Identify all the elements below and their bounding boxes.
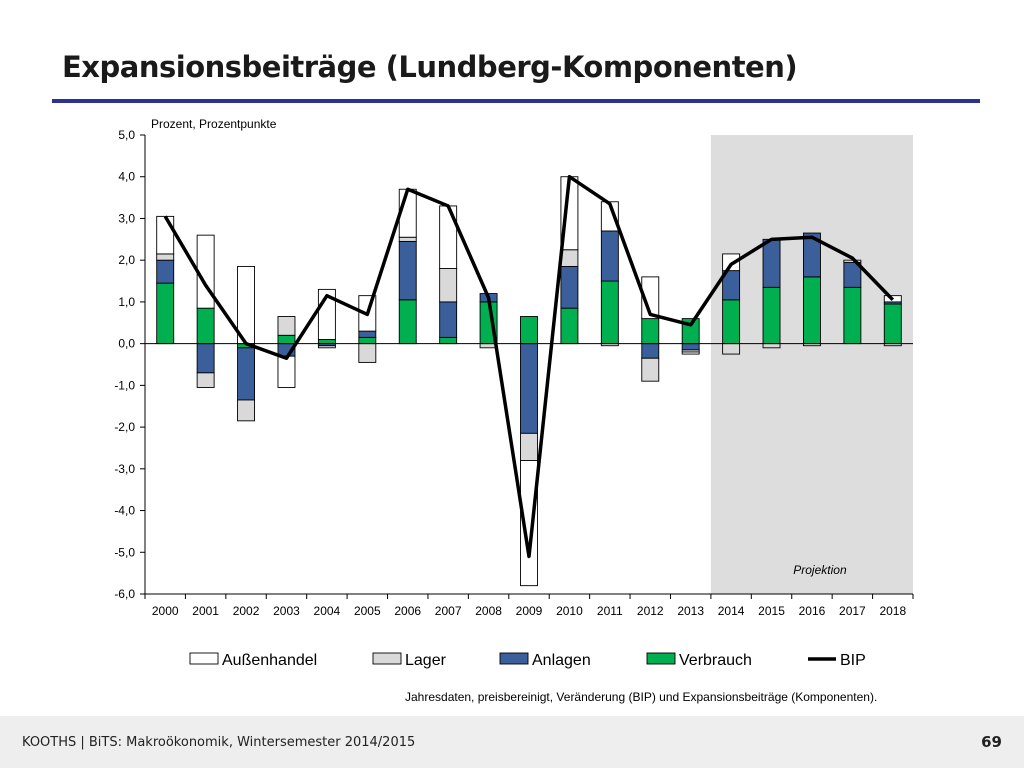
bar-anlagen <box>520 343 538 434</box>
x-tick-label: 2005 <box>354 604 381 618</box>
bar-lager <box>520 432 538 461</box>
y-tick-label: 1,0 <box>118 295 135 309</box>
y-tick-label: -4,0 <box>114 504 135 518</box>
legend-swatch-aussenhandel <box>189 652 219 665</box>
bar-lager <box>196 372 215 388</box>
bar-verbrauch <box>600 280 619 345</box>
bar-lager <box>237 399 256 422</box>
bar-verbrauch <box>762 286 781 345</box>
y-tick-label: -3,0 <box>114 462 135 476</box>
page-number: 69 <box>981 733 1002 751</box>
bar-verbrauch <box>722 299 741 345</box>
footer-text: KOOTHS | BiTS: Makroökonomik, Winterseme… <box>22 735 416 750</box>
x-tick-label: 2000 <box>152 604 179 618</box>
bar-verbrauch <box>439 336 458 345</box>
y-tick-label: 5,0 <box>118 128 135 142</box>
bar-aussenhandel <box>641 276 660 320</box>
bip-line <box>163 174 895 559</box>
bar-anlagen <box>600 230 619 282</box>
bar-verbrauch <box>802 276 821 345</box>
x-tick-label: 2008 <box>475 604 502 618</box>
x-tick-label: 2002 <box>233 604 260 618</box>
bar-verbrauch <box>520 316 538 345</box>
legend-label-anlagen: Anlagen <box>532 652 591 669</box>
bar-lager <box>641 357 660 382</box>
title-rule <box>52 99 980 103</box>
x-tick-label: 2015 <box>758 604 785 618</box>
bar-lager <box>277 316 296 336</box>
bar-aussenhandel <box>277 355 296 388</box>
y-tick-label: 0,0 <box>118 337 135 351</box>
legend-swatch-verbrauch <box>646 652 676 665</box>
bar-anlagen <box>237 347 256 401</box>
x-tick-label: 2010 <box>556 604 583 618</box>
chart-note: Jahresdaten, preisbereinigt, Veränderung… <box>405 690 877 704</box>
x-tick-label: 2013 <box>677 604 704 618</box>
x-tick-label: 2011 <box>597 604 623 618</box>
x-tick-label: 2018 <box>879 604 906 618</box>
bar-verbrauch <box>317 339 336 345</box>
legend-label-lager: Lager <box>405 652 447 669</box>
bar-aussenhandel <box>681 351 700 355</box>
legend-label-bip: BIP <box>840 652 866 669</box>
legend-swatch-anlagen <box>499 652 529 665</box>
bar-verbrauch <box>398 299 417 345</box>
bar-aussenhandel <box>722 253 741 272</box>
bar-aussenhandel <box>520 460 538 587</box>
legend-label-aussenhandel: Außenhandel <box>222 652 317 669</box>
bar-aussenhandel <box>156 215 175 255</box>
bar-lager <box>722 343 741 355</box>
bar-anlagen <box>358 330 377 338</box>
x-tick-label: 2014 <box>718 604 745 618</box>
bar-anlagen <box>439 301 458 338</box>
x-tick-label: 2009 <box>516 604 543 618</box>
bar-lager <box>156 253 175 261</box>
y-tick-label: 3,0 <box>118 211 135 225</box>
bar-verbrauch <box>277 334 296 345</box>
x-tick-label: 2012 <box>637 604 664 618</box>
bar-verbrauch <box>560 307 579 345</box>
x-tick-label: 2003 <box>273 604 300 618</box>
lundberg-chart: Projektion Prozent, Prozentpunkte 5,0 4,0… <box>114 117 914 704</box>
bar-lager <box>398 236 417 242</box>
bar-anlagen <box>681 343 700 351</box>
bar-anlagen <box>802 232 821 278</box>
x-tick-label: 2006 <box>394 604 421 618</box>
y-tick-label: 2,0 <box>118 253 135 267</box>
y-tick-label: -5,0 <box>114 545 135 559</box>
bar-anlagen <box>641 343 660 359</box>
bar-lager <box>439 268 458 303</box>
bar-verbrauch <box>641 318 660 345</box>
bar-lager <box>317 345 336 349</box>
y-tick-label: -2,0 <box>114 420 135 434</box>
bar-lager <box>560 249 579 267</box>
bar-anlagen <box>560 265 579 309</box>
bar-verbrauch <box>843 286 862 345</box>
bar-verbrauch <box>883 303 902 345</box>
y-axis-label: Prozent, Prozentpunkte <box>151 117 277 131</box>
x-tick-label: 2001 <box>192 604 219 618</box>
bar-verbrauch <box>358 336 377 345</box>
y-tick-label: -1,0 <box>114 378 135 392</box>
x-tick-label: 2007 <box>435 604 462 618</box>
bar-verbrauch <box>196 307 215 345</box>
projection-band <box>710 135 913 594</box>
projection-label: Projektion <box>793 563 847 577</box>
bar-lager <box>358 343 377 363</box>
slide-title: Expansionsbeiträge (Lundberg-Komponenten… <box>62 50 798 84</box>
x-tick-label: 2016 <box>799 604 826 618</box>
legend-label-verbrauch: Verbrauch <box>679 652 752 669</box>
footer-bar <box>0 716 1024 768</box>
bar-anlagen <box>398 240 417 301</box>
x-tick-label: 2017 <box>839 604 866 618</box>
legend-swatch-lager <box>372 652 402 665</box>
bar-lager <box>762 343 781 349</box>
y-tick-label: 4,0 <box>118 170 135 184</box>
x-tick-label: 2004 <box>314 604 341 618</box>
bar-verbrauch <box>156 282 175 345</box>
bar-anlagen <box>196 343 215 374</box>
bar-anlagen <box>156 259 175 284</box>
y-tick-label: -6,0 <box>114 587 135 601</box>
bar-anlagen <box>762 238 781 288</box>
